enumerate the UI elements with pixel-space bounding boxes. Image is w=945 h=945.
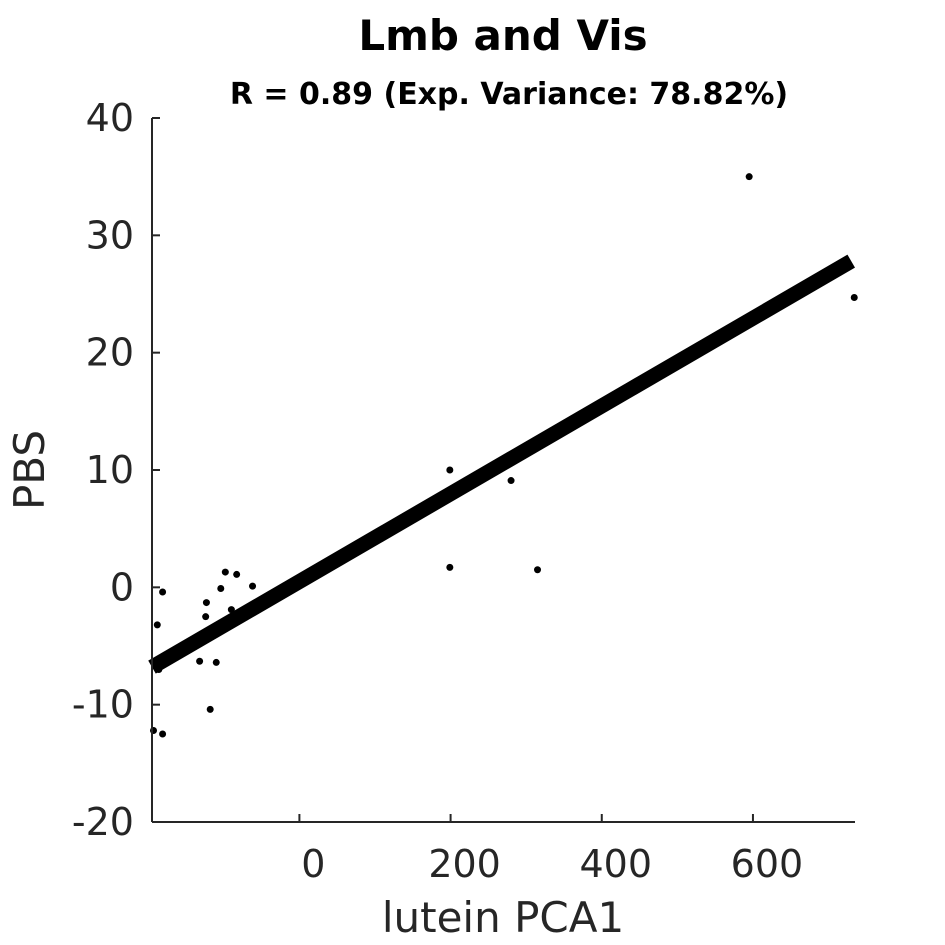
fit-line	[148, 254, 855, 674]
points-layer	[150, 173, 858, 738]
data-point	[507, 477, 515, 485]
y-tick-label: -20	[72, 800, 134, 844]
data-point	[202, 613, 210, 621]
data-point	[534, 566, 542, 574]
y-ticks: -20 -10 0 10 20 30 40	[72, 96, 160, 844]
data-point	[221, 568, 229, 576]
data-point	[196, 657, 204, 665]
chart-subtitle: R = 0.89 (Exp. Variance: 78.82%)	[230, 77, 788, 112]
x-ticks: 0 200 400 600	[298, 814, 804, 886]
x-tick-label: 400	[580, 842, 653, 886]
data-point	[217, 585, 225, 593]
fit-line-layer	[148, 254, 855, 674]
y-tick-label: 20	[86, 331, 134, 375]
y-tick-label: 0	[110, 565, 134, 609]
data-point	[745, 173, 753, 181]
y-tick-label: 40	[86, 96, 134, 140]
x-tick-label: 600	[731, 842, 804, 886]
y-tick-label: 10	[86, 448, 134, 492]
data-point	[212, 658, 220, 666]
data-point	[202, 599, 210, 607]
data-point	[233, 570, 241, 578]
x-tick-label: 0	[301, 842, 325, 886]
data-point	[850, 294, 858, 302]
data-point	[155, 665, 163, 673]
data-point	[206, 705, 214, 713]
y-axis-label: PBS	[5, 430, 54, 510]
data-point	[446, 563, 454, 571]
plot-area	[148, 173, 858, 738]
data-point	[227, 606, 235, 614]
y-tick-label: -10	[72, 683, 134, 727]
x-tick-label: 200	[428, 842, 501, 886]
data-point	[153, 621, 161, 629]
data-point	[446, 466, 454, 474]
data-point	[159, 730, 167, 738]
x-axis-label: lutein PCA1	[382, 893, 624, 942]
chart-title: Lmb and Vis	[358, 11, 647, 60]
y-tick-label: 30	[86, 213, 134, 257]
data-point	[159, 588, 167, 596]
data-point	[249, 582, 257, 590]
